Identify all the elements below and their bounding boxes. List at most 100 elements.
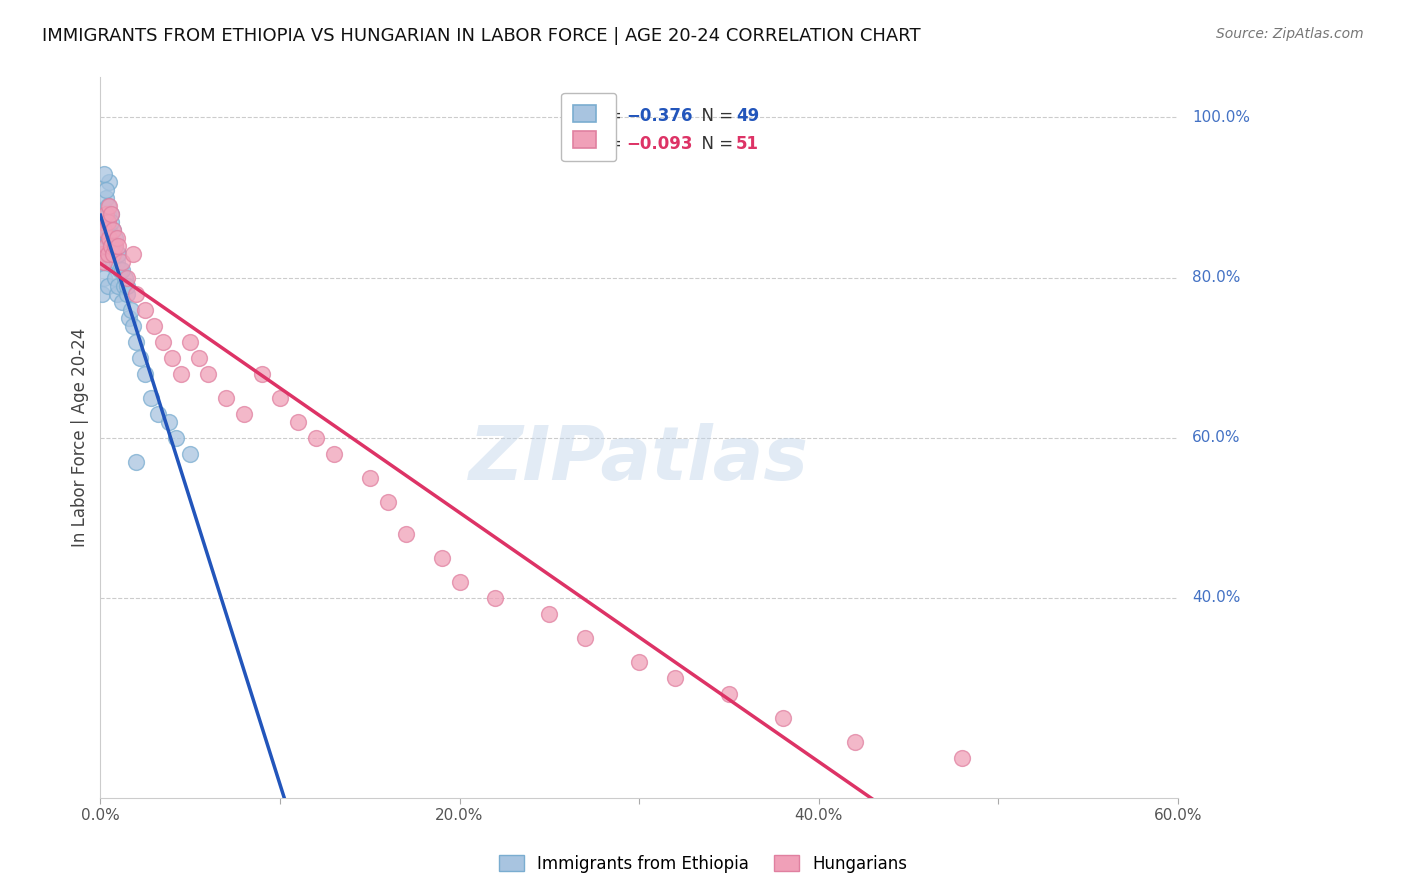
Point	[107, 246, 129, 260]
Point	[91, 254, 114, 268]
Point	[94, 246, 117, 260]
Point	[93, 270, 115, 285]
Point	[484, 591, 506, 605]
Point	[152, 334, 174, 349]
Point	[305, 431, 328, 445]
Point	[111, 294, 134, 309]
Point	[94, 238, 117, 252]
Point	[664, 671, 686, 685]
Text: 49: 49	[737, 107, 759, 126]
Point	[359, 471, 381, 485]
Point	[101, 254, 124, 268]
Point	[107, 278, 129, 293]
Point	[118, 310, 141, 325]
Point	[100, 206, 122, 220]
Point	[233, 407, 256, 421]
Point	[950, 751, 973, 765]
Point	[134, 367, 156, 381]
Point	[98, 222, 121, 236]
Point	[449, 574, 471, 589]
Point	[125, 334, 148, 349]
Point	[111, 262, 134, 277]
Point	[179, 447, 201, 461]
Point	[134, 302, 156, 317]
Point	[98, 230, 121, 244]
Point	[94, 206, 117, 220]
Point	[93, 254, 115, 268]
Point	[1024, 831, 1046, 846]
Point	[107, 246, 129, 260]
Point	[322, 447, 344, 461]
Point	[197, 367, 219, 381]
Point	[91, 246, 114, 260]
Point	[94, 190, 117, 204]
Point	[100, 238, 122, 252]
Text: R =: R =	[591, 107, 627, 126]
Point	[128, 351, 150, 365]
Point	[114, 270, 136, 285]
Y-axis label: In Labor Force | Age 20-24: In Labor Force | Age 20-24	[72, 328, 89, 548]
Point	[125, 455, 148, 469]
Point	[105, 254, 128, 268]
Point	[157, 415, 180, 429]
Point	[538, 607, 561, 621]
Point	[117, 278, 139, 293]
Point	[96, 198, 118, 212]
Point	[96, 214, 118, 228]
Legend: , : ,	[561, 93, 616, 161]
Text: ZIPatlas: ZIPatlas	[470, 423, 808, 496]
Point	[91, 286, 114, 301]
Point	[430, 550, 453, 565]
Point	[121, 246, 143, 260]
Point	[844, 735, 866, 749]
Text: 100.0%: 100.0%	[1192, 110, 1250, 125]
Text: 60.0%: 60.0%	[1192, 430, 1240, 445]
Point	[108, 262, 131, 277]
Text: R =: R =	[591, 135, 627, 153]
Point	[269, 391, 291, 405]
Point	[93, 238, 115, 252]
Point	[93, 167, 115, 181]
Point	[287, 415, 309, 429]
Point	[96, 278, 118, 293]
Point	[101, 222, 124, 236]
Point	[111, 254, 134, 268]
Point	[117, 270, 139, 285]
Point	[94, 214, 117, 228]
Point	[93, 222, 115, 236]
Point	[98, 198, 121, 212]
Point	[93, 222, 115, 236]
Point	[105, 230, 128, 244]
Point	[101, 222, 124, 236]
Point	[98, 246, 121, 260]
Point	[100, 206, 122, 220]
Point	[105, 286, 128, 301]
Point	[100, 214, 122, 228]
Point	[96, 230, 118, 244]
Point	[179, 334, 201, 349]
Point	[250, 367, 273, 381]
Point	[772, 711, 794, 725]
Text: 51: 51	[737, 135, 759, 153]
Point	[101, 246, 124, 260]
Legend: Immigrants from Ethiopia, Hungarians: Immigrants from Ethiopia, Hungarians	[492, 848, 914, 880]
Point	[98, 175, 121, 189]
Point	[395, 526, 418, 541]
Point	[117, 286, 139, 301]
Point	[107, 238, 129, 252]
Text: N =: N =	[690, 107, 738, 126]
Point	[104, 238, 127, 252]
Text: IMMIGRANTS FROM ETHIOPIA VS HUNGARIAN IN LABOR FORCE | AGE 20-24 CORRELATION CHA: IMMIGRANTS FROM ETHIOPIA VS HUNGARIAN IN…	[42, 27, 921, 45]
Text: N =: N =	[690, 135, 738, 153]
Point	[125, 286, 148, 301]
Point	[96, 246, 118, 260]
Point	[91, 214, 114, 228]
Point	[717, 687, 740, 701]
Point	[104, 230, 127, 244]
Text: 40.0%: 40.0%	[1192, 591, 1240, 606]
Point	[146, 407, 169, 421]
Point	[112, 278, 135, 293]
Text: −0.093: −0.093	[626, 135, 693, 153]
Point	[628, 655, 651, 669]
Point	[160, 351, 183, 365]
